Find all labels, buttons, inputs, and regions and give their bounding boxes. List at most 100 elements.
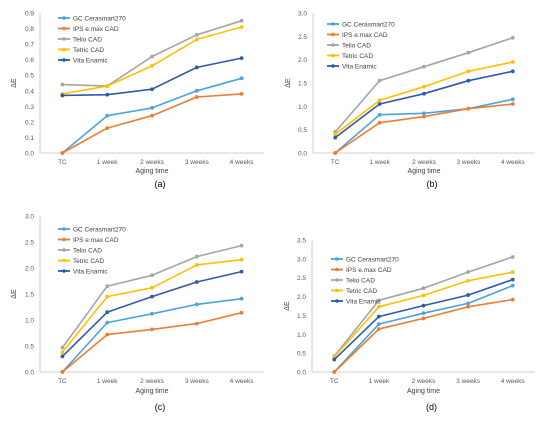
data-point — [239, 257, 244, 262]
data-point — [239, 310, 244, 315]
y-tick-label: 0.4 — [25, 88, 34, 95]
series-line — [334, 61, 513, 135]
data-point — [194, 95, 199, 99]
x-tick-label: 2 weeks — [140, 159, 165, 166]
data-point — [150, 327, 154, 332]
legend-marker — [331, 64, 335, 68]
legend-label: Telio CAD — [346, 277, 375, 284]
x-axis-label: Aging time — [407, 388, 440, 395]
series-line — [334, 103, 513, 154]
data-point — [466, 278, 470, 283]
data-point — [377, 112, 382, 117]
data-point — [60, 93, 65, 98]
data-point — [150, 87, 154, 92]
panel-label: (d) — [426, 402, 437, 412]
data-point — [194, 302, 199, 307]
legend-label: Telio CAD — [73, 36, 102, 43]
data-point — [510, 277, 515, 282]
data-point — [60, 345, 65, 350]
y-tick-label: 0.0 — [298, 151, 307, 158]
y-tick-label: 1.0 — [25, 318, 34, 325]
data-point — [377, 322, 381, 327]
data-point — [239, 56, 244, 61]
data-point — [466, 304, 470, 309]
legend-label: Tetric CAD — [342, 53, 373, 60]
data-point — [105, 284, 110, 289]
data-point — [510, 283, 515, 288]
x-tick-label: 2 weeks — [140, 378, 165, 385]
data-point — [239, 25, 244, 29]
data-point — [466, 106, 471, 111]
y-tick-label: 3.0 — [298, 11, 307, 18]
data-point — [421, 293, 426, 298]
x-tick-label: 4 weeks — [501, 378, 526, 385]
data-point — [239, 76, 244, 81]
data-point — [150, 63, 154, 68]
x-tick-label: 3 weeks — [456, 159, 481, 166]
y-tick-label: 1.5 — [297, 313, 306, 320]
legend-marker — [335, 278, 339, 282]
y-tick-label: 0.3 — [25, 104, 34, 111]
data-point — [60, 350, 65, 355]
y-tick-label: 2.5 — [25, 240, 34, 247]
legend-marker — [62, 47, 66, 52]
data-point — [194, 254, 199, 259]
legend-marker — [62, 269, 66, 273]
data-point — [105, 84, 110, 89]
y-tick-label: 2.5 — [298, 34, 307, 41]
x-tick-label: 2 weeks — [412, 378, 437, 385]
legend-marker — [331, 53, 335, 58]
data-point — [60, 370, 65, 374]
legend-label: Tetric CAD — [73, 47, 104, 54]
data-point — [105, 294, 110, 299]
y-tick-label: 0.5 — [298, 127, 307, 134]
y-tick-label: 2.0 — [25, 266, 34, 273]
legend-marker — [335, 299, 339, 303]
data-point — [150, 285, 154, 290]
data-point — [510, 35, 515, 40]
y-tick-label: 1.5 — [298, 81, 307, 88]
legend-marker — [62, 37, 66, 41]
y-tick-label: 0.6 — [25, 57, 34, 64]
y-tick-label: 2.0 — [298, 57, 307, 64]
data-point — [466, 301, 470, 306]
data-point — [422, 91, 426, 96]
data-point — [194, 262, 199, 267]
legend-marker — [62, 258, 66, 263]
x-axis-label: Aging time — [135, 168, 168, 175]
data-point — [239, 243, 244, 248]
legend-marker — [62, 16, 66, 20]
legend-label: IPS e.max CAD — [73, 237, 119, 244]
data-point — [377, 78, 382, 83]
data-point — [194, 65, 199, 70]
chart-panel: 0.0 0.5 1.0 1.5 2.0 2.5 3.0 TC 1 week 2 weeks 3 we… — [11, 214, 264, 412]
data-point — [421, 311, 426, 316]
legend-label: Vita Enamic — [73, 268, 108, 275]
data-point — [60, 151, 65, 155]
data-point — [60, 82, 65, 87]
legend-label: IPS e.max CAD — [342, 32, 388, 39]
data-point — [150, 113, 154, 118]
data-point — [105, 332, 110, 337]
data-point — [377, 298, 381, 303]
chart-panel: 0.0 0.5 1.0 1.5 2.0 2.5 3.0 TC 1 week 2 weeks 3 we… — [285, 11, 535, 189]
legend-marker — [331, 32, 335, 37]
x-tick-label: 1 week — [369, 378, 390, 385]
legend-label: GC Cerasmart270 — [73, 226, 126, 233]
data-point — [377, 327, 381, 331]
legend-label: Vita Enamic — [346, 298, 381, 305]
data-point — [422, 111, 426, 116]
x-tick-label: 3 weeks — [185, 378, 210, 385]
data-point — [510, 60, 515, 64]
data-point — [510, 97, 515, 102]
panel-label: (c) — [155, 402, 166, 412]
x-tick-label: 4 weeks — [501, 159, 526, 166]
data-point — [377, 98, 382, 103]
data-point — [377, 314, 381, 319]
data-point — [105, 92, 110, 97]
y-tick-label: 0.5 — [25, 73, 34, 80]
data-point — [510, 69, 515, 74]
data-point — [150, 54, 154, 59]
x-tick-label: 1 week — [369, 159, 390, 166]
